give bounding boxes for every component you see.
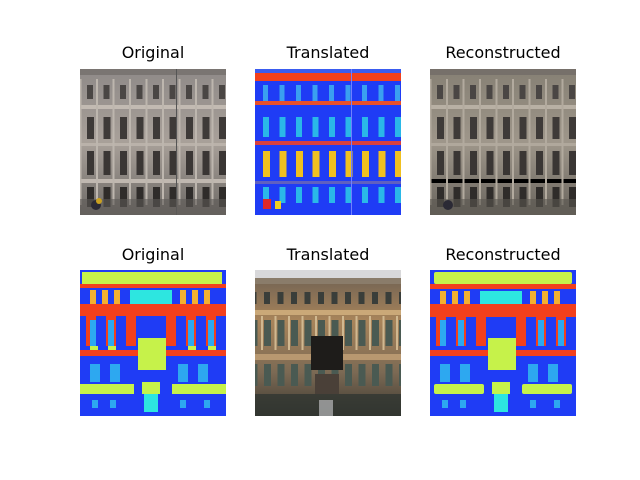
panel-title: Original: [121, 245, 185, 264]
facade-segmentation-image: [80, 270, 226, 416]
panel-title: Translated: [286, 245, 370, 264]
panel-title: Translated: [286, 43, 370, 62]
facade-photo-generated-image: [255, 270, 401, 416]
panel-title: Original: [121, 43, 185, 62]
facade-segmentation-reconstructed-image: [430, 270, 576, 416]
panel-title: Reconstructed: [445, 43, 561, 62]
panel-title: Reconstructed: [445, 245, 561, 264]
facade-photo-reconstructed-image: [430, 69, 576, 215]
facade-photo-image: [80, 69, 226, 215]
facade-segmentation-image: [255, 69, 401, 215]
